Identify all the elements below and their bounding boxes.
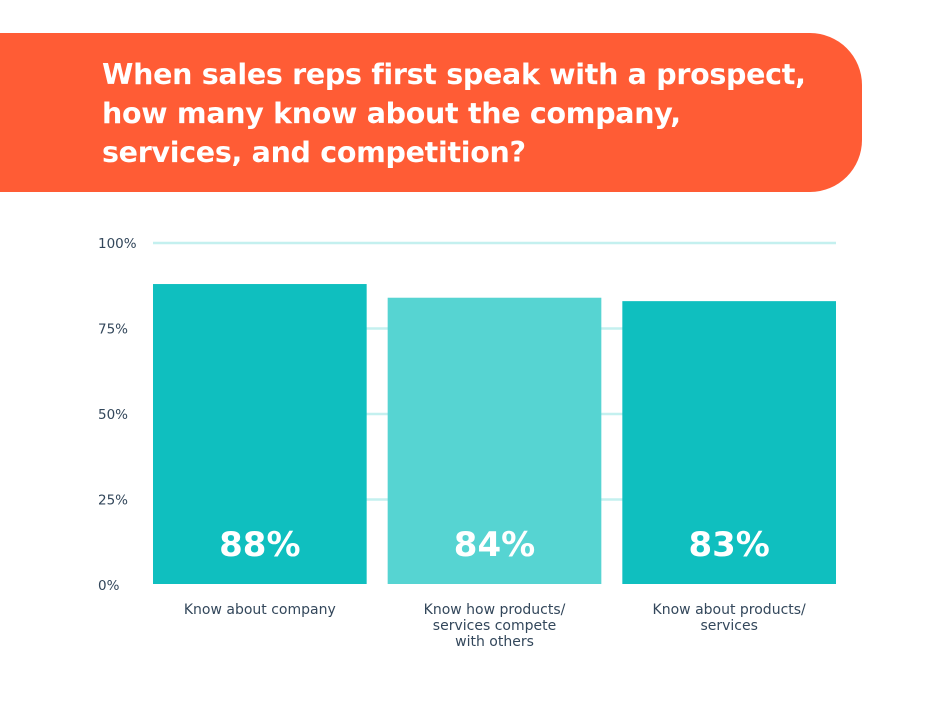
title-line: services, and competition? <box>102 136 526 169</box>
x-axis-labels: Know about company Know how products/serv… <box>184 602 806 650</box>
x-category-label: with others <box>455 634 534 650</box>
title-line: When sales reps first speak with a prosp… <box>102 58 806 91</box>
y-tick-label: 0% <box>98 578 120 594</box>
bar-value-label: 88% <box>219 525 300 565</box>
x-category-label: Know about company <box>184 602 336 618</box>
title-banner: When sales reps first speak with a prosp… <box>0 33 862 192</box>
y-tick-label: 25% <box>98 493 128 509</box>
bar <box>387 297 602 584</box>
x-category-label: Know about products/ <box>653 602 807 618</box>
bar <box>622 301 836 584</box>
y-tick-label: 100% <box>98 236 137 252</box>
title-line: how many know about the company, <box>102 97 681 130</box>
y-tick-label: 75% <box>98 322 128 338</box>
y-tick-label: 50% <box>98 407 128 423</box>
bar-value-label: 84% <box>454 525 535 565</box>
bar <box>153 284 367 584</box>
x-category-label: Know how products/ <box>424 602 566 618</box>
x-category-label: services <box>700 618 757 634</box>
x-category-label: services compete <box>433 618 556 634</box>
y-axis-ticks: 0% 25% 50% 75% 100% <box>98 236 137 594</box>
chart-title: When sales reps first speak with a prosp… <box>102 55 822 172</box>
bar-value-label: 83% <box>688 525 769 565</box>
bars: 88% 84% 83% <box>153 284 836 584</box>
